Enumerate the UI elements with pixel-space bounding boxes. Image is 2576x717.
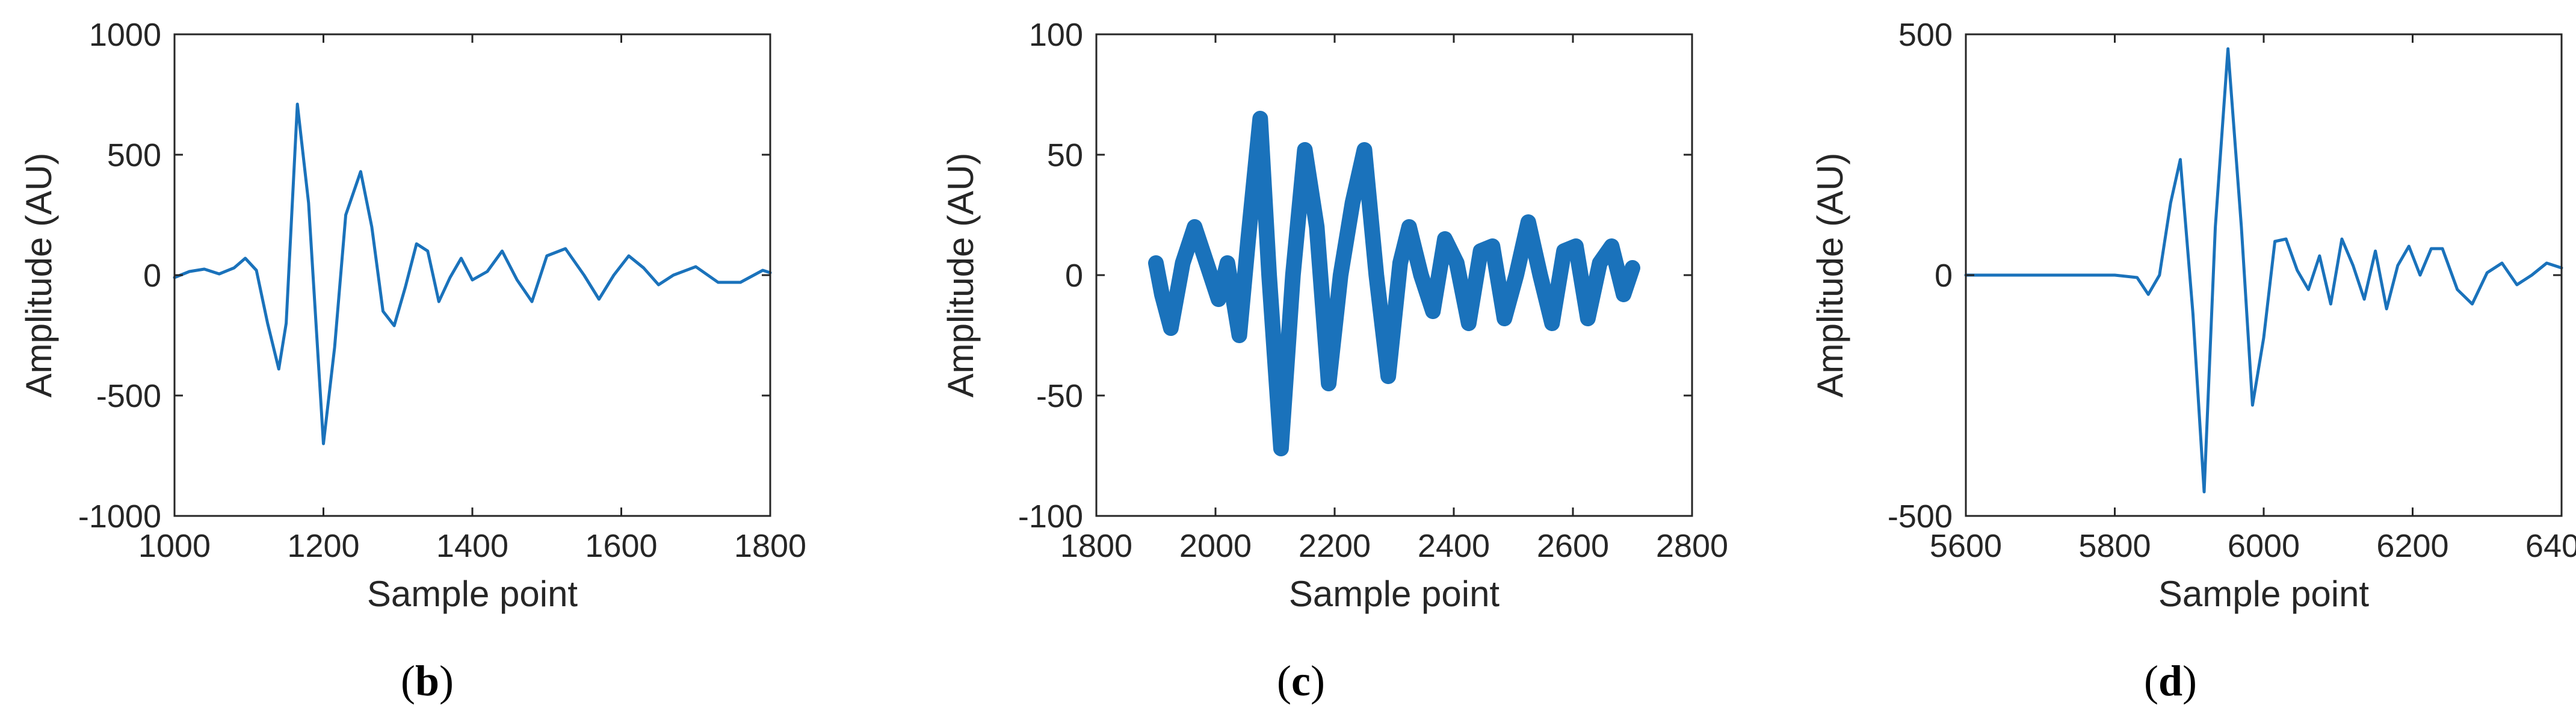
panel-d-y-tick-label: 0 (1935, 258, 1953, 294)
panel-b-y-tick-label: 0 (143, 258, 161, 294)
panel-c-x-tick-label: 1800 (1060, 528, 1132, 564)
panel-d: 5600 5800 6000 6200 6400 -500 0 500 Sample point… (1810, 17, 2576, 705)
panel-c-y-tick-label: 100 (1029, 17, 1083, 53)
panel-b-x-tick-label: 1600 (585, 528, 657, 564)
panel-c-label-letter: c (1291, 657, 1311, 705)
panel-b-x-axis-title: Sample point (367, 574, 578, 614)
panel-c-label-open: ( (1277, 657, 1291, 705)
panel-c: 1800 2000 2200 2400 2600 2800 -100 -50 0 50 100 Sam… (941, 17, 1728, 705)
panel-b-label: (b) (401, 657, 454, 705)
panel-c-y-axis-title: Amplitude (AU) (941, 153, 981, 398)
panel-b: 1000 1200 1400 1600 1800 -1000 -500 0 500 1000 Sam… (19, 17, 806, 705)
panel-b-x-tick-label: 1400 (436, 528, 508, 564)
panel-d-series-line (1964, 47, 2563, 494)
panel-d-x-tick-label: 5600 (1930, 528, 2002, 564)
panel-d-label-close: ) (2182, 657, 2197, 705)
panel-d-y-tick-label: 500 (1898, 17, 1953, 53)
panel-c-y-tick-label: 50 (1047, 137, 1083, 173)
panel-d-y-axis-title: Amplitude (AU) (1810, 153, 1850, 398)
panel-c-y-tick-label: -50 (1036, 378, 1083, 414)
panel-b-y-tick-label: -500 (96, 378, 161, 414)
panel-b-x-tick-label: 1000 (138, 528, 211, 564)
panel-b-y-tick-label: 500 (107, 137, 161, 173)
panel-b-label-open: ( (401, 657, 415, 705)
panel-c-label: (c) (1277, 657, 1325, 705)
panel-d-x-axis-title: Sample point (2158, 574, 2370, 614)
panel-c-x-tick-label: 2000 (1179, 528, 1252, 564)
panel-c-x-tick-label: 2200 (1299, 528, 1371, 564)
panel-d-label: (d) (2144, 657, 2197, 705)
chart-panels: 1000 1200 1400 1600 1800-1000-50005001000Sam… (19, 17, 2576, 705)
panel-d-label-letter: d (2158, 657, 2182, 705)
panel-c-x-tick-label: 2800 (1656, 528, 1728, 564)
panel-c-x-tick-label: 2600 (1537, 528, 1609, 564)
panel-d-y-tick-label: -500 (1888, 498, 1953, 535)
panel-d-x-tick-label: 6400 (2525, 528, 2576, 564)
panel-c-y-tick-label: -100 (1018, 498, 1083, 535)
panel-b-series-line (173, 102, 772, 445)
panel-c-series-line (1148, 111, 1640, 456)
panel-d-label-open: ( (2144, 657, 2158, 705)
panel-c-label-close: ) (1311, 657, 1325, 705)
panel-b-x-tick-label: 1200 (287, 528, 359, 564)
panel-b-axes-box (173, 33, 771, 517)
panel-b-x-tick-label: 1800 (734, 528, 806, 564)
panel-b-label-close: ) (439, 657, 454, 705)
panel-d-x-tick-label: 6200 (2376, 528, 2448, 564)
panel-b-y-axis-title: Amplitude (AU) (19, 153, 59, 398)
panel-c-x-tick-label: 2400 (1418, 528, 1490, 564)
panel-b-label-letter: b (415, 657, 439, 705)
panel-b-y-tick-label: -1000 (78, 498, 161, 535)
panel-c-x-axis-title: Sample point (1289, 574, 1500, 614)
panel-c-y-tick-label: 0 (1065, 258, 1083, 294)
panel-d-x-tick-label: 5800 (2078, 528, 2151, 564)
panel-d-x-tick-label: 6000 (2228, 528, 2300, 564)
panel-b-y-tick-label: 1000 (89, 17, 161, 53)
